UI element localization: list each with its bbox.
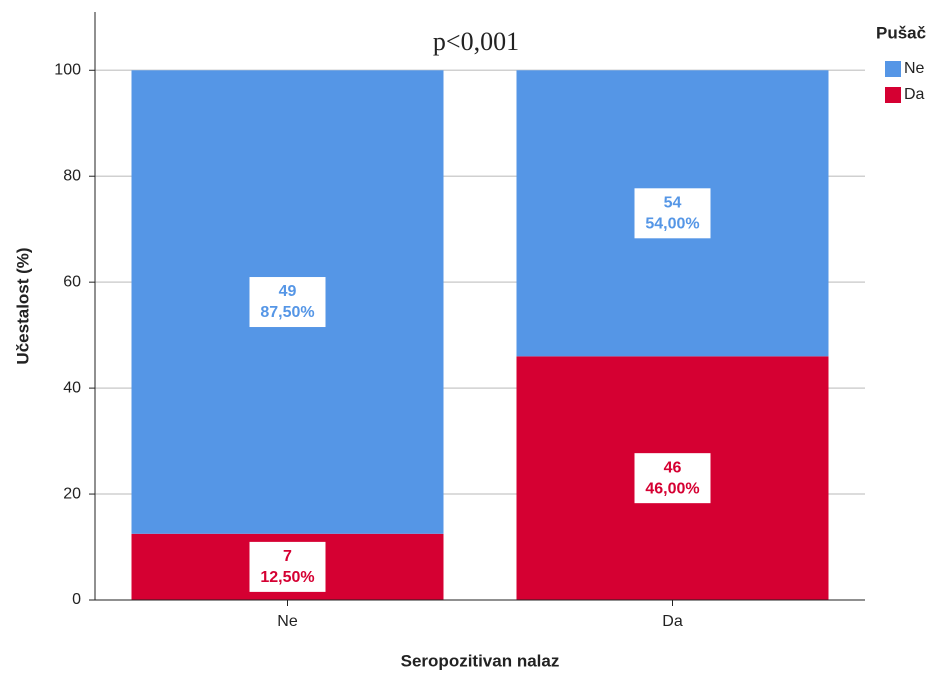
y-tick-label: 20 (63, 485, 81, 502)
x-tick-label: Da (662, 613, 683, 630)
data-label-percent: 54,00% (645, 216, 699, 233)
y-tick-label: 80 (63, 167, 81, 184)
data-label-box (249, 541, 326, 592)
y-tick-label: 40 (63, 379, 81, 396)
data-label-count: 46 (664, 459, 682, 476)
legend-label: Da (904, 86, 925, 103)
data-label: 54 54,00% (634, 188, 711, 239)
x-axis-title: Seropozitivan nalaz (401, 651, 560, 670)
data-label-box (249, 277, 326, 328)
y-tick-label: 60 (63, 273, 81, 290)
legend-title: Pušač (876, 23, 926, 42)
y-tick-label: 0 (72, 591, 81, 608)
x-tick-label: Ne (277, 613, 298, 630)
y-axis-title: Učestalost (%) (13, 247, 32, 364)
data-label: 7 12,50% (249, 541, 326, 592)
legend-swatch (885, 61, 901, 77)
data-label-box (634, 453, 711, 504)
data-label-count: 49 (279, 283, 297, 300)
data-label-percent: 46,00% (645, 480, 699, 497)
data-label-percent: 87,50% (260, 304, 314, 321)
chart-title: p<0,001 (433, 27, 519, 56)
y-tick-label: 100 (54, 61, 81, 78)
data-label-count: 7 (283, 548, 292, 565)
data-label: 46 46,00% (634, 453, 711, 504)
data-label: 49 87,50% (249, 277, 326, 328)
data-label-box (634, 188, 711, 239)
legend-label: Ne (904, 60, 925, 77)
data-label-count: 54 (664, 195, 682, 212)
legend-swatch (885, 87, 901, 103)
data-label-percent: 12,50% (260, 569, 314, 586)
